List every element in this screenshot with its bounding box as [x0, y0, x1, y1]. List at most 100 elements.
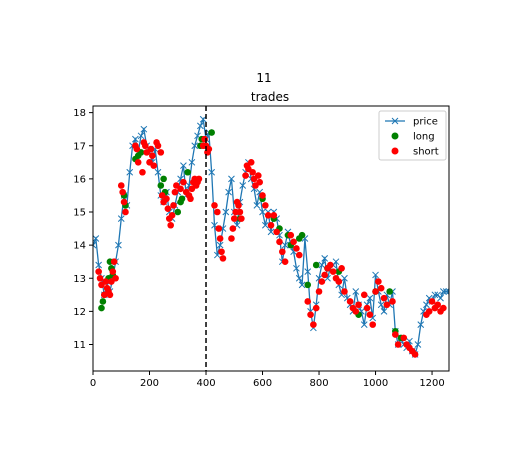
price-point: [197, 122, 204, 130]
short-point: [139, 168, 146, 176]
long-point: [178, 195, 186, 203]
long-point: [174, 208, 182, 216]
short-point: [335, 278, 343, 285]
short-point: [312, 304, 320, 312]
price-point: [372, 271, 379, 279]
x-tick-label: 400: [196, 378, 215, 389]
short-point: [341, 288, 348, 295]
price-point: [445, 288, 449, 295]
price-point: [216, 241, 224, 249]
short-point: [177, 185, 184, 193]
price-point: [318, 261, 326, 269]
long-point: [208, 129, 215, 136]
price-point: [117, 215, 125, 222]
legend-short-marker: [391, 147, 399, 155]
price-point: [222, 208, 230, 216]
short-point: [141, 142, 149, 150]
short-point: [154, 142, 162, 150]
long-point: [160, 175, 167, 183]
short-point: [170, 202, 177, 209]
short-point: [310, 321, 317, 328]
short-point: [293, 245, 300, 252]
x-tick-label: 200: [140, 378, 159, 389]
short-point: [163, 195, 170, 203]
y-axis: 11 12 13 14 15 16 17 18: [73, 108, 93, 351]
x-tick-label: 800: [309, 378, 328, 389]
short-point: [321, 271, 328, 279]
short-point: [168, 212, 176, 219]
price-point: [366, 294, 374, 302]
price-point: [360, 321, 368, 328]
short-point: [267, 221, 275, 229]
y-tick-label: 16: [73, 174, 86, 185]
short-point: [428, 298, 436, 305]
short-point: [329, 268, 337, 275]
long-point: [298, 231, 306, 239]
short-point: [180, 178, 187, 186]
short-point: [287, 231, 295, 239]
price-point: [261, 221, 269, 229]
short-point: [211, 202, 218, 209]
x-tick-label: 1000: [363, 378, 388, 389]
short-point: [150, 162, 158, 169]
short-point: [254, 172, 262, 179]
price-point: [298, 281, 306, 289]
short-point: [380, 294, 388, 302]
price-point: [93, 241, 97, 249]
price-point: [228, 175, 235, 183]
x-axis: 0 200 400 600 800 1000 1200: [90, 371, 445, 389]
price-point: [191, 142, 199, 150]
price-point: [239, 182, 247, 189]
price-point: [423, 301, 430, 309]
short-point: [264, 212, 272, 219]
price-point: [225, 188, 232, 196]
long-point: [98, 304, 105, 312]
short-point: [205, 145, 213, 153]
y-tick-label: 11: [73, 340, 86, 351]
price-point: [332, 258, 340, 266]
plot-area-frame: [92, 105, 450, 372]
short-point: [228, 235, 235, 242]
short-point: [256, 178, 263, 186]
chart-suptitle: 11: [256, 71, 271, 85]
long-point: [312, 261, 320, 269]
short-point: [187, 195, 194, 203]
short-point: [218, 248, 225, 256]
short-point: [109, 268, 117, 275]
y-tick-label: 14: [73, 241, 86, 252]
short-point: [122, 208, 129, 216]
short-point: [134, 159, 142, 166]
short-point: [147, 145, 155, 153]
short-point: [346, 298, 354, 305]
price-point: [267, 228, 275, 236]
short-point: [307, 311, 314, 318]
short-point: [355, 301, 362, 309]
short-point: [400, 334, 408, 342]
price-point: [180, 162, 187, 169]
short-point: [171, 188, 179, 196]
price-point: [437, 294, 444, 302]
short-point: [372, 288, 379, 295]
short-point: [434, 301, 441, 309]
price-point: [439, 288, 447, 295]
short-point: [112, 274, 119, 282]
short-point: [270, 212, 278, 219]
short-point: [164, 205, 172, 212]
price-point: [259, 208, 266, 216]
price-point: [253, 202, 261, 209]
short-point: [273, 228, 280, 236]
short-point: [230, 215, 238, 222]
y-tick-label: 18: [73, 108, 86, 119]
short-point: [195, 175, 203, 183]
short-point: [279, 248, 286, 256]
short-point: [219, 255, 227, 262]
long-point: [99, 298, 107, 305]
x-tick-label: 1200: [419, 378, 444, 389]
long-point: [184, 168, 191, 176]
short-point: [366, 311, 374, 318]
short-point: [425, 308, 433, 315]
short-point: [216, 235, 224, 242]
price-point: [442, 288, 449, 295]
price-point: [414, 341, 422, 348]
price-point: [126, 168, 134, 176]
